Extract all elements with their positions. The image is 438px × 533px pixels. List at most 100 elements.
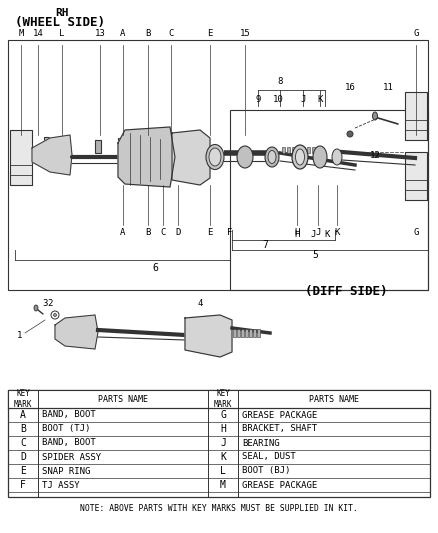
Text: GREASE PACKAGE: GREASE PACKAGE [242,410,317,419]
Text: K: K [220,452,226,462]
Ellipse shape [265,147,279,167]
Text: 2: 2 [47,298,53,308]
Bar [8,390,430,408]
Ellipse shape [268,150,276,164]
Text: BAND, BOOT: BAND, BOOT [42,439,96,448]
Ellipse shape [292,145,308,169]
Bar [167,146,172,158]
Text: 11: 11 [383,83,393,92]
FancyBboxPatch shape [405,92,427,140]
Text: RH: RH [55,8,68,18]
Ellipse shape [209,148,221,166]
Text: H: H [220,424,226,434]
Text: E: E [207,29,213,38]
Text: 4: 4 [197,298,203,308]
Ellipse shape [206,144,224,169]
Bar [317,147,320,153]
Bar [245,329,248,337]
Text: K: K [317,95,323,104]
Text: B: B [145,228,151,237]
Bar [95,140,101,153]
Bar [292,147,295,153]
Bar [302,147,305,153]
Bar [253,329,256,337]
Text: KEY
MARK: KEY MARK [14,389,32,409]
Text: A: A [20,410,26,420]
Text: E: E [207,228,213,237]
Ellipse shape [34,305,38,311]
Bar [282,147,285,153]
Text: M: M [220,480,226,490]
Text: TJ ASSY: TJ ASSY [42,481,80,489]
Text: 1: 1 [18,330,23,340]
Ellipse shape [53,313,57,317]
Text: 6: 6 [152,263,158,273]
Text: F: F [227,228,233,237]
Text: (DIFF SIDE): (DIFF SIDE) [305,285,388,298]
Text: 3: 3 [42,298,48,308]
Text: J: J [315,228,321,237]
Text: NOTE: ABOVE PARTS WITH KEY MARKS MUST BE SUPPLIED IN KIT.: NOTE: ABOVE PARTS WITH KEY MARKS MUST BE… [80,504,358,513]
Text: SNAP RING: SNAP RING [42,466,90,475]
Bar [118,138,123,149]
Text: M: M [18,29,24,38]
Ellipse shape [313,146,327,168]
Bar [8,40,428,290]
Text: 13: 13 [95,29,106,38]
Text: K: K [334,228,340,237]
Text: 14: 14 [32,29,43,38]
Text: 7: 7 [262,240,268,250]
Bar [312,147,315,153]
Text: B: B [145,29,151,38]
Text: BRACKET, SHAFT: BRACKET, SHAFT [242,424,317,433]
Text: G: G [220,410,226,420]
Circle shape [347,131,353,137]
Bar [237,329,240,337]
Text: GREASE PACKAGE: GREASE PACKAGE [242,481,317,489]
Ellipse shape [237,146,253,168]
Text: BOOT (BJ): BOOT (BJ) [242,466,290,475]
Text: 10: 10 [272,95,283,104]
Text: KEY
MARK: KEY MARK [214,389,232,409]
Text: L: L [59,29,65,38]
Text: 16: 16 [345,83,355,92]
Text: 15: 15 [240,29,251,38]
Text: SEAL, DUST: SEAL, DUST [242,453,296,462]
Text: H: H [294,230,300,239]
Text: 9: 9 [255,95,261,104]
Ellipse shape [372,112,378,120]
Text: PARTS NAME: PARTS NAME [309,394,359,403]
Polygon shape [32,135,72,175]
Polygon shape [118,127,175,187]
Text: C: C [20,438,26,448]
Text: C: C [168,29,174,38]
Text: BEARING: BEARING [242,439,279,448]
Text: L: L [220,466,226,476]
Text: J: J [220,438,226,448]
Text: PARTS NAME: PARTS NAME [98,394,148,403]
Text: J: J [310,230,316,239]
Bar [257,329,260,337]
Text: B: B [20,424,26,434]
Text: H: H [294,228,300,237]
Text: 5: 5 [312,250,318,260]
Ellipse shape [296,149,304,165]
Text: C: C [160,228,166,237]
Text: J: J [300,95,306,104]
Text: SPIDER ASSY: SPIDER ASSY [42,453,101,462]
Text: 8: 8 [277,77,283,86]
Text: BOOT (TJ): BOOT (TJ) [42,424,90,433]
Bar [44,137,49,147]
Text: G: G [413,228,419,237]
Ellipse shape [332,149,342,165]
Text: A: A [120,29,126,38]
Bar [307,147,310,153]
Text: K: K [324,230,330,239]
Bar [297,147,300,153]
Text: D: D [20,452,26,462]
Bar [230,110,428,290]
Bar [287,147,290,153]
Text: (WHEEL SIDE): (WHEEL SIDE) [15,16,105,29]
Polygon shape [172,130,210,185]
Text: E: E [20,466,26,476]
